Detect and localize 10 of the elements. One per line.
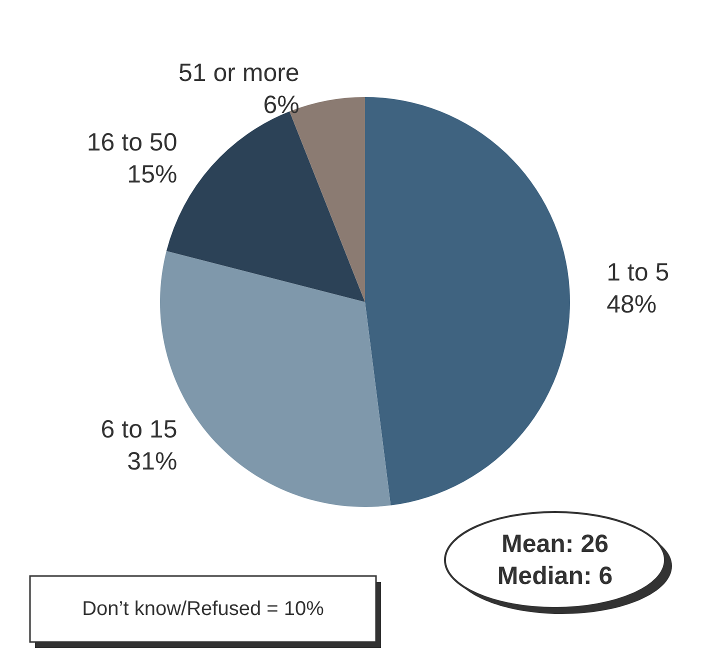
data-label: 6% <box>263 90 300 119</box>
slice-label: 16 to 50 <box>86 128 178 156</box>
text: Don’t know/Refused = 10% <box>82 598 324 620</box>
data-label: 15% <box>127 160 178 188</box>
data-label: 31% <box>127 448 178 476</box>
text: Mean: 26 Median: 6 <box>497 530 613 590</box>
data-label: 48% <box>606 290 657 318</box>
slice-label: 6 to 15 <box>100 416 178 444</box>
slice-label: 1 to 5 <box>606 258 670 286</box>
slice-label: 51 or more <box>178 58 300 87</box>
